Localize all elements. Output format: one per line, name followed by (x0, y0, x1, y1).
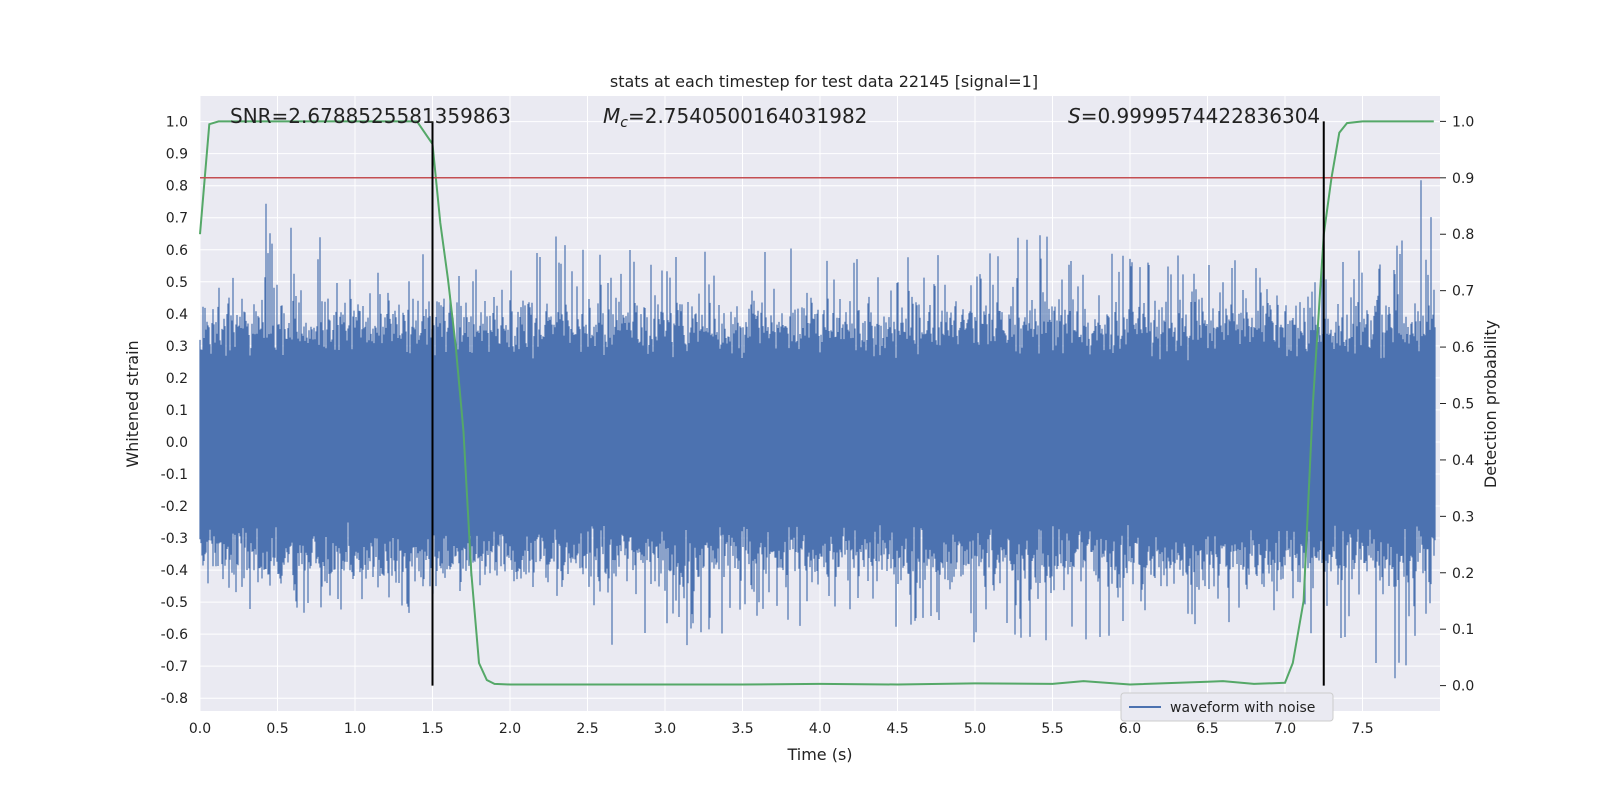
legend-label: waveform with noise (1170, 700, 1315, 716)
x-tick-label: 2.5 (576, 721, 598, 737)
y-tick-label: -0.3 (161, 531, 188, 547)
x-tick-label: 3.0 (654, 721, 676, 737)
y2-tick-label: 0.4 (1452, 453, 1474, 469)
x-tick-label: 7.0 (1274, 721, 1296, 737)
waveform-series (199, 180, 1436, 679)
chart-title: stats at each timestep for test data 221… (610, 72, 1038, 91)
y-tick-label: 0.8 (166, 179, 188, 195)
y2-tick-label: 0.6 (1452, 340, 1474, 356)
legend-box (1120, 692, 1334, 722)
y-tick-label: 0.1 (166, 403, 188, 419)
y2-tick-label: 0.9 (1452, 171, 1474, 187)
y-tick-label: 0.2 (166, 371, 188, 387)
y-tick-label: -0.5 (161, 595, 188, 611)
y2-tick-label: 0.8 (1452, 227, 1474, 243)
y2-axis-label: Detection probability (1481, 320, 1500, 488)
y-tick-label: 0.6 (166, 243, 188, 259)
y2-tick-label: 0.1 (1452, 622, 1474, 638)
x-tick-label: 3.5 (731, 721, 753, 737)
y-tick-label: 0.4 (166, 307, 188, 323)
x-tick-label: 1.0 (344, 721, 366, 737)
x-tick-label: 4.0 (809, 721, 831, 737)
y2-tick-label: 1.0 (1452, 114, 1474, 130)
waveform-path (199, 180, 1436, 679)
snr-annotation: SNR=2.6788525581359863 (230, 104, 511, 128)
y-tick-label: 1.0 (166, 115, 188, 131)
x-tick-label: 6.0 (1119, 721, 1141, 737)
y-tick-label: 0.7 (166, 211, 188, 227)
chirp-mass-annotation: Mc=2.7540500164031982 (603, 104, 867, 131)
x-tick-label: 5.5 (1041, 721, 1063, 737)
y-tick-label: 0.0 (166, 435, 188, 451)
x-tick-label: 0.0 (189, 721, 211, 737)
x-tick-label: 5.0 (964, 721, 986, 737)
legend: waveform with noise (1120, 692, 1334, 722)
x-tick-label: 6.5 (1196, 721, 1218, 737)
y2-tick-label: 0.2 (1452, 566, 1474, 582)
s-value: =0.9999574422836304 (1081, 104, 1320, 128)
y-tick-label: 0.3 (166, 339, 188, 355)
y-tick-labels: 1.0 0.9 0.8 0.7 0.6 0.5 0.4 0.3 0.2 0.1 0.0 -0.1 -0.… (161, 115, 188, 708)
y2-tick-label: 0.7 (1452, 284, 1474, 300)
x-tick-label: 0.5 (266, 721, 288, 737)
y-tick-label: 0.5 (166, 275, 188, 291)
x-tick-labels: 0.0 0.5 1.0 1.5 2.0 2.5 3.0 3.5 4.0 4.5 5.0 5.5 6.0 6… (189, 721, 1374, 737)
s-symbol: S (1068, 104, 1081, 128)
s-annotation: S=0.9999574422836304 (1068, 104, 1320, 128)
y-tick-label: -0.8 (161, 691, 188, 707)
y-tick-label: -0.6 (161, 627, 188, 643)
y-tick-label: -0.4 (161, 563, 188, 579)
y-tick-label: -0.1 (161, 467, 188, 483)
mc-subscript: c (620, 115, 628, 131)
x-tick-label: 1.5 (421, 721, 443, 737)
y2-tick-label: 0.3 (1452, 509, 1474, 525)
mc-value: =2.7540500164031982 (628, 104, 867, 128)
x-tick-label: 7.5 (1351, 721, 1373, 737)
y-tick-label: -0.2 (161, 499, 188, 515)
y-axis-label: Whitened strain (123, 340, 142, 467)
y-tick-label: -0.7 (161, 659, 188, 675)
y2-tick-label: 0.5 (1452, 397, 1474, 413)
y2-tick-label: 0.0 (1452, 679, 1474, 695)
x-tick-label: 4.5 (886, 721, 908, 737)
detection-probability-line (199, 120, 1434, 686)
x-tick-label: 2.0 (499, 721, 521, 737)
y2-tick-labels: 1.0 0.9 0.8 0.7 0.6 0.5 0.4 0.3 0.2 0.1 0.0 (1440, 114, 1474, 695)
mc-symbol: M (603, 104, 620, 128)
x-axis-label: Time (s) (786, 745, 852, 764)
y-tick-label: 0.9 (166, 147, 188, 163)
